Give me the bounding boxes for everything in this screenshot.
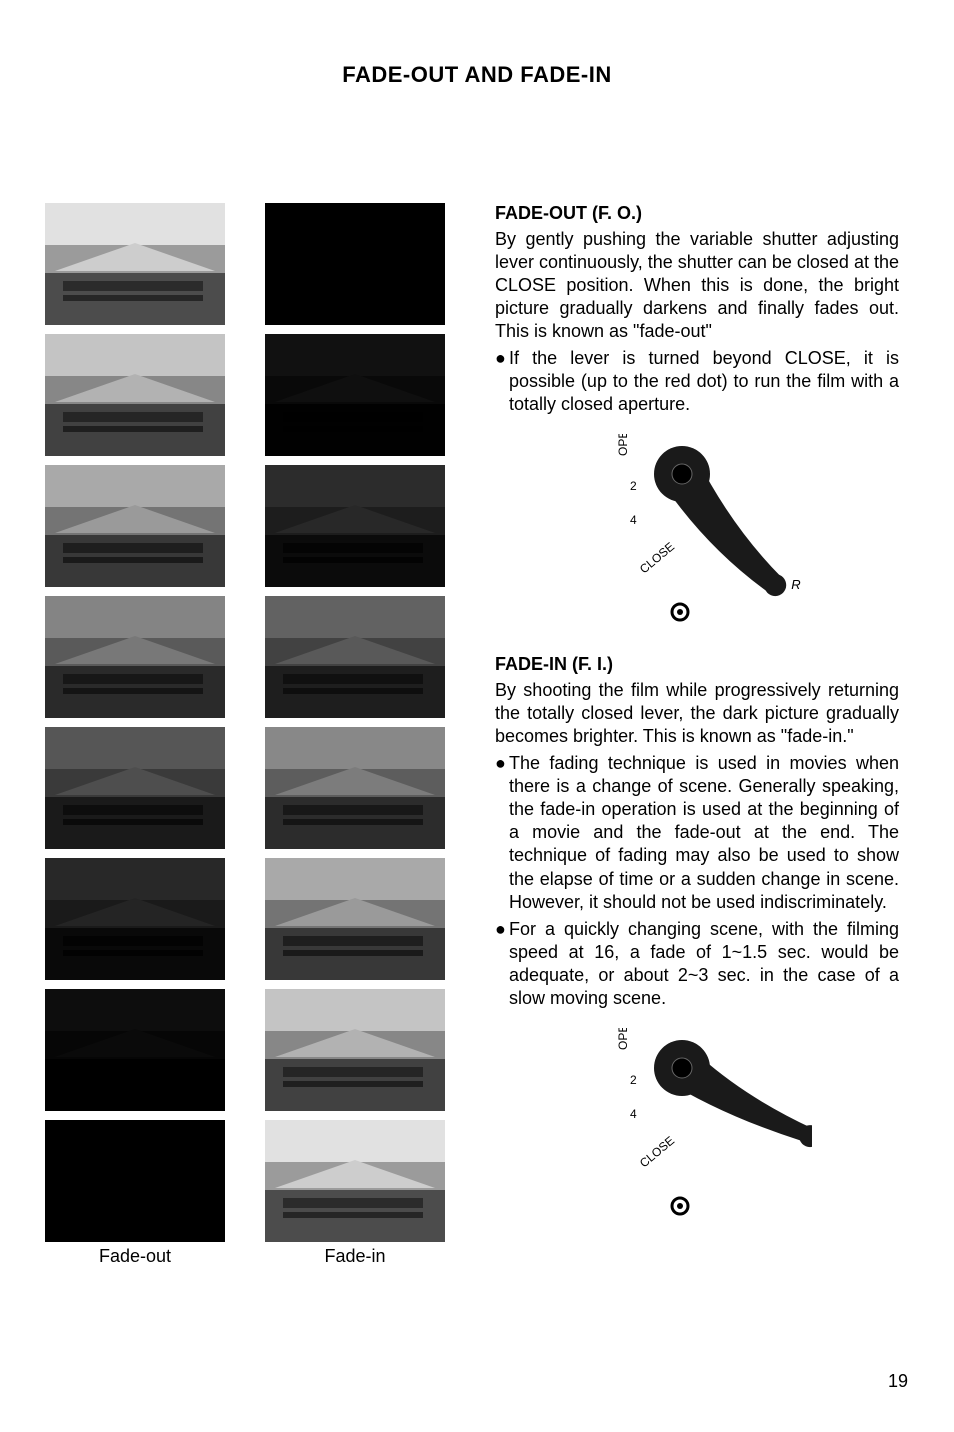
lever-diagram-bottom: OPEN24CLOSER — [495, 1028, 899, 1228]
page-title: FADE-OUT AND FADE-IN — [0, 62, 954, 88]
bullet-icon: ● — [495, 752, 509, 913]
svg-text:CLOSE: CLOSE — [637, 540, 677, 577]
fade-in-bullet-2: ● For a quickly changing scene, with the… — [495, 918, 899, 1010]
bullet-icon: ● — [495, 347, 509, 416]
svg-text:2: 2 — [630, 479, 637, 493]
fade-in-frame — [265, 334, 445, 456]
svg-text:R: R — [791, 577, 800, 592]
svg-text:CLOSE: CLOSE — [637, 1133, 677, 1170]
fade-out-frame — [45, 858, 225, 980]
fade-in-frame — [265, 989, 445, 1111]
fade-out-bullet: ● If the lever is turned beyond CLOSE, i… — [495, 347, 899, 416]
fade-in-frame — [265, 596, 445, 718]
fade-in-bullet-1-text: The fading technique is used in movies w… — [509, 752, 899, 913]
fade-in-frame — [265, 465, 445, 587]
fade-in-body: By shooting the film while progressively… — [495, 679, 899, 748]
fade-out-frame — [45, 334, 225, 456]
svg-text:OPEN: OPEN — [616, 434, 630, 456]
fade-out-bullet-text: If the lever is turned beyond CLOSE, it … — [509, 347, 899, 416]
fade-in-bullet-1: ● The fading technique is used in movies… — [495, 752, 899, 913]
fade-out-frame — [45, 989, 225, 1111]
content-area: Fade-out Fade-in FADE-OUT (F. O.) By gen… — [0, 203, 954, 1267]
fade-out-heading: FADE-OUT (F. O.) — [495, 203, 899, 224]
fade-in-frame — [265, 1120, 445, 1242]
svg-text:2: 2 — [630, 1073, 637, 1087]
fade-in-frame — [265, 727, 445, 849]
bullet-icon: ● — [495, 918, 509, 1010]
fade-in-bullet-2-text: For a quickly changing scene, with the f… — [509, 918, 899, 1010]
text-column: FADE-OUT (F. O.) By gently pushing the v… — [485, 203, 909, 1267]
svg-text:OPEN: OPEN — [616, 1028, 630, 1050]
fade-out-frame — [45, 727, 225, 849]
fade-out-frame — [45, 465, 225, 587]
fade-out-frame — [45, 1120, 225, 1242]
fade-in-strip: Fade-in — [265, 203, 445, 1267]
page-number: 19 — [888, 1371, 908, 1392]
fade-out-frame — [45, 596, 225, 718]
svg-text:4: 4 — [630, 1107, 637, 1121]
fade-in-frame — [265, 858, 445, 980]
fade-in-heading: FADE-IN (F. I.) — [495, 654, 899, 675]
svg-text:4: 4 — [630, 513, 637, 527]
fade-out-strip: Fade-out — [45, 203, 225, 1267]
fade-in-label: Fade-in — [265, 1246, 445, 1267]
fade-out-label: Fade-out — [45, 1246, 225, 1267]
lever-diagram-top: OPEN 2 4CLOSE R — [495, 434, 899, 634]
film-strips: Fade-out Fade-in — [45, 203, 445, 1267]
fade-in-frame — [265, 203, 445, 325]
fade-out-frame — [45, 203, 225, 325]
fade-out-body: By gently pushing the variable shutter a… — [495, 228, 899, 343]
